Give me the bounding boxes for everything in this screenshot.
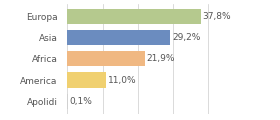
Text: 11,0%: 11,0% <box>108 76 136 85</box>
Bar <box>67 9 201 24</box>
Text: 29,2%: 29,2% <box>172 33 200 42</box>
Text: 0,1%: 0,1% <box>69 97 92 106</box>
Text: 37,8%: 37,8% <box>202 12 231 21</box>
Bar <box>67 30 170 45</box>
Bar <box>67 72 106 88</box>
Text: 21,9%: 21,9% <box>146 54 175 63</box>
Bar <box>67 51 144 66</box>
